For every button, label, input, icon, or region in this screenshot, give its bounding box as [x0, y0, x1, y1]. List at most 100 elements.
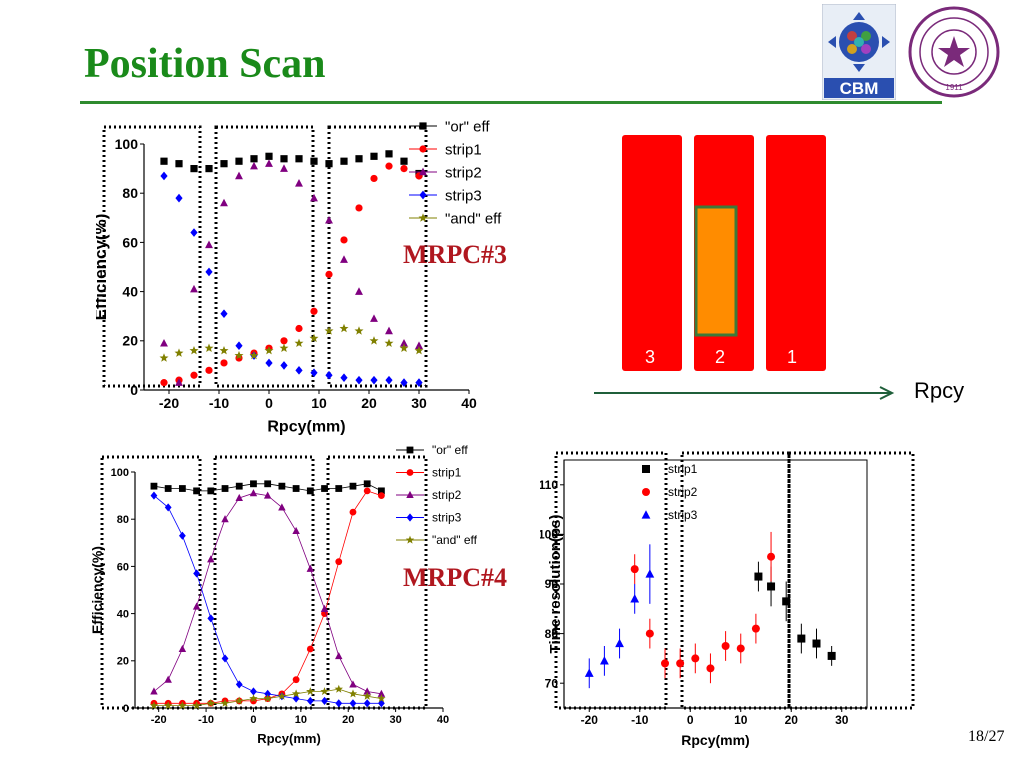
data-point [265, 159, 273, 167]
data-point [355, 287, 363, 295]
data-point [355, 375, 363, 385]
data-point [175, 378, 183, 386]
data-point [220, 359, 228, 367]
cbm-logo: CBM [822, 4, 896, 100]
x-tick-label: 30 [835, 713, 849, 727]
data-point [310, 193, 318, 202]
data-point [160, 171, 168, 181]
data-point [355, 204, 363, 212]
y-tick-label: 80 [117, 514, 129, 526]
data-point [295, 366, 303, 375]
data-point [295, 324, 303, 333]
data-point [335, 485, 343, 492]
y-tick-label: 60 [122, 234, 138, 250]
data-point [207, 555, 215, 563]
data-point [280, 155, 288, 163]
data-point [378, 492, 385, 499]
data-point [306, 487, 314, 495]
legend-marker [642, 465, 650, 473]
data-point [234, 350, 244, 360]
data-point [354, 326, 364, 335]
data-point [630, 565, 639, 574]
data-point [348, 689, 358, 698]
strip-1 [766, 135, 826, 371]
data-point [277, 691, 287, 700]
data-point [363, 691, 372, 700]
data-point [221, 485, 229, 492]
region-frame-3 [787, 451, 915, 710]
data-point [178, 531, 186, 540]
data-point [291, 689, 301, 698]
data-point [645, 569, 655, 578]
x-tick-label: 20 [361, 395, 377, 411]
strip-1-number: 1 [787, 347, 797, 367]
region-frame-1 [102, 125, 202, 388]
series-4 [149, 684, 386, 710]
legend-label: strip1 [445, 141, 482, 158]
data-point [335, 699, 343, 708]
series-3 [160, 171, 423, 387]
data-point [349, 482, 357, 490]
y-tick-label: 100 [111, 467, 129, 479]
data-point [235, 482, 243, 490]
legend-label: "and" eff [445, 210, 502, 227]
data-point [721, 642, 730, 650]
y-tick-label: 20 [122, 333, 138, 349]
data-point [306, 564, 315, 572]
region-frame-3 [327, 125, 428, 388]
data-point [400, 378, 408, 387]
x-tick-label: 20 [785, 713, 799, 727]
legend-marker [419, 122, 427, 130]
data-point [363, 699, 371, 708]
x-tick-label: -20 [151, 714, 167, 726]
y-tick-label: 100 [115, 136, 139, 152]
data-point [190, 165, 198, 173]
data-point [630, 594, 640, 603]
x-tick-label: -20 [159, 395, 179, 411]
data-point [221, 515, 229, 523]
data-point [385, 375, 393, 385]
series-2 [160, 159, 423, 386]
y-tick-label: 0 [130, 382, 138, 398]
data-point [264, 480, 272, 488]
data-point [190, 228, 198, 237]
data-point [192, 602, 201, 610]
y-tick-label: 20 [117, 656, 129, 668]
data-point [378, 487, 385, 495]
data-point [220, 309, 228, 319]
data-point [321, 696, 328, 705]
data-point [600, 656, 609, 665]
data-point [661, 659, 669, 668]
data-point [160, 338, 168, 347]
data-point [220, 698, 230, 707]
data-point [205, 366, 213, 374]
data-point [205, 165, 213, 173]
legend-label: strip2 [432, 488, 462, 502]
data-point [235, 696, 244, 705]
data-point [306, 645, 314, 653]
data-point [340, 373, 348, 383]
data-point [295, 179, 303, 187]
data-point [306, 696, 314, 705]
legend-marker [406, 490, 414, 499]
data-point [400, 157, 408, 165]
x-tick-label: 10 [734, 713, 748, 727]
data-point [377, 689, 386, 697]
data-point [309, 333, 319, 343]
data-point [175, 193, 183, 203]
data-point [249, 694, 258, 703]
page-title: Position Scan [84, 41, 326, 87]
data-point [190, 371, 198, 379]
legend-marker [419, 167, 427, 176]
x-tick-label: 20 [342, 714, 354, 726]
data-point [250, 161, 258, 170]
data-point [149, 701, 159, 710]
x-axis-label: Rpcy(mm) [681, 732, 749, 748]
x-tick-label: 0 [687, 713, 694, 727]
data-point [812, 639, 821, 648]
data-point [370, 152, 378, 160]
series-line [153, 492, 382, 695]
legend-label: "or" eff [432, 443, 468, 457]
data-point [250, 480, 257, 488]
data-point [278, 503, 286, 511]
